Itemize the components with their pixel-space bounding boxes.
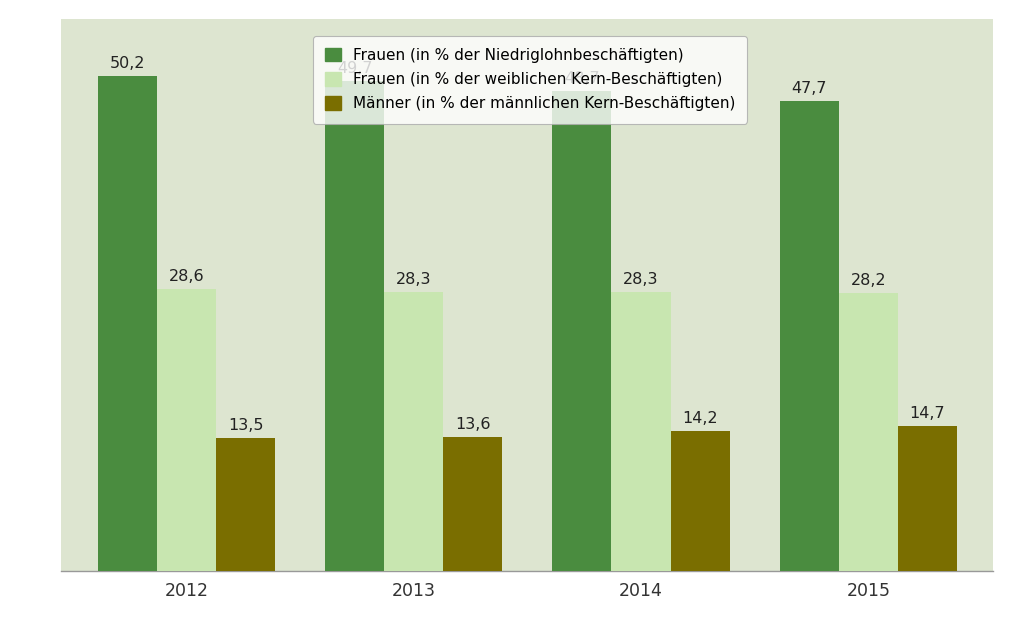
Bar	[611, 292, 671, 571]
Text: 13,6: 13,6	[455, 417, 490, 432]
Text: 14,7: 14,7	[909, 406, 945, 421]
Bar	[552, 91, 611, 571]
Bar	[157, 289, 216, 571]
Bar	[671, 430, 730, 571]
Text: 49,7: 49,7	[337, 61, 373, 76]
Bar	[443, 437, 503, 571]
Text: 13,5: 13,5	[227, 418, 263, 433]
Bar	[898, 426, 956, 571]
Text: 28,3: 28,3	[396, 272, 431, 287]
Text: 48,7: 48,7	[564, 71, 600, 86]
Bar	[779, 101, 839, 571]
Bar	[839, 293, 898, 571]
Legend: Frauen (in % der Niedriglohnbeschäftigten), Frauen (in % der weiblichen Kern-Bes: Frauen (in % der Niedriglohnbeschäftigte…	[313, 36, 748, 124]
Text: 28,2: 28,2	[851, 273, 886, 288]
Text: 47,7: 47,7	[792, 81, 827, 96]
Text: 14,2: 14,2	[682, 411, 718, 426]
Bar	[384, 292, 443, 571]
Text: 28,3: 28,3	[624, 272, 658, 287]
Text: 28,6: 28,6	[169, 269, 204, 284]
Bar	[98, 76, 157, 571]
Bar	[325, 81, 384, 571]
Text: 50,2: 50,2	[110, 56, 145, 71]
Bar	[216, 437, 275, 571]
